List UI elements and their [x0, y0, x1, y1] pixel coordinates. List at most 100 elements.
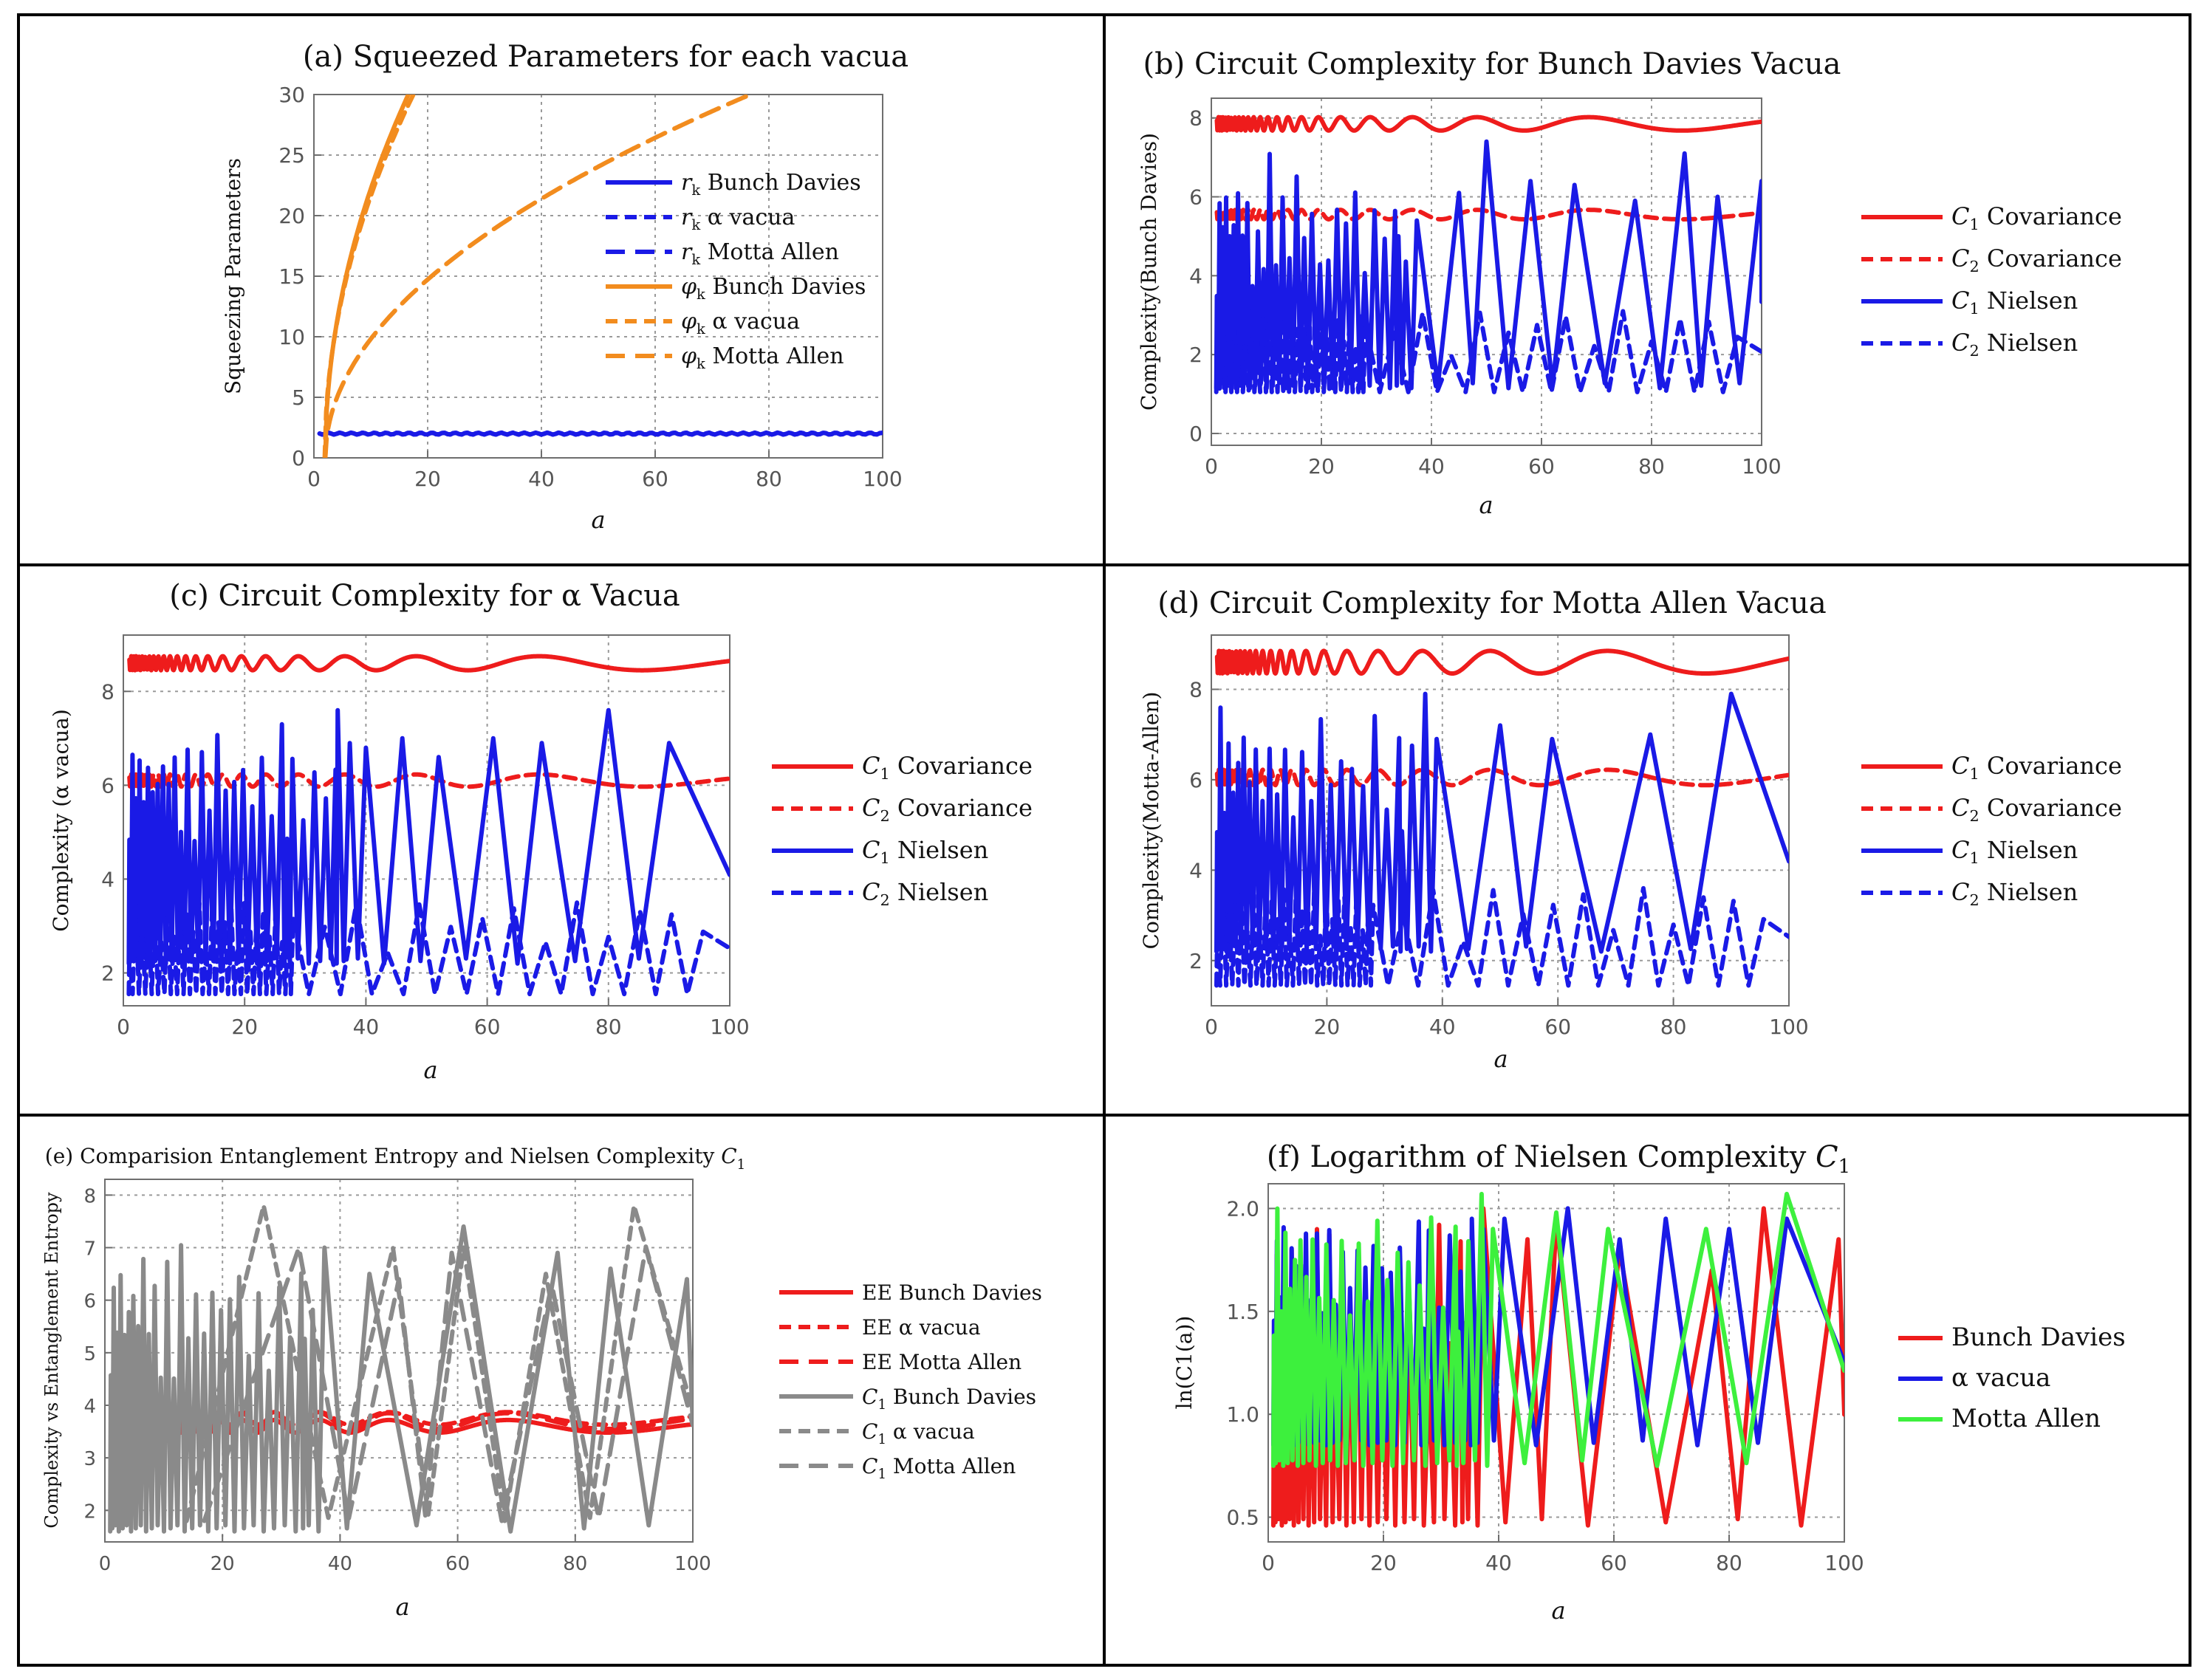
series-line-2 — [1271, 1191, 1844, 1468]
y-tick-label: 4 — [1189, 858, 1202, 882]
y-tick-label: 0.5 — [1226, 1506, 1259, 1530]
legend-label: α vacua — [1951, 1363, 2050, 1393]
y-tick-label: 2 — [83, 1501, 96, 1523]
y-tick-label: 8 — [1189, 677, 1202, 702]
series-line-3 — [323, 95, 411, 458]
x-axis-label: a — [423, 1056, 437, 1084]
x-tick-label: 20 — [414, 467, 441, 491]
y-tick-label: 20 — [278, 204, 305, 228]
legend-label: rk Motta Allen — [681, 239, 839, 268]
x-tick-label: 0 — [117, 1015, 130, 1039]
x-tick-label: 20 — [231, 1015, 258, 1039]
x-tick-label: 0 — [1205, 1015, 1218, 1039]
chart-title: (c) Circuit Complexity for α Vacua — [169, 579, 680, 613]
x-tick-label: 60 — [1601, 1551, 1627, 1575]
legend-label: C1 Covariance — [862, 752, 1033, 783]
x-tick-label: 100 — [1769, 1015, 1808, 1039]
x-axis-label: a — [591, 506, 605, 534]
x-axis-label: a — [1493, 1045, 1508, 1073]
y-tick-label: 8 — [83, 1185, 96, 1207]
plot-frame — [104, 1179, 694, 1543]
legend-label: C2 Nielsen — [1951, 878, 2078, 909]
series-line-5 — [323, 95, 754, 458]
x-tick-label: 40 — [1418, 454, 1445, 479]
x-tick-label: 100 — [863, 467, 902, 491]
legend-label: C1 Bunch Davies — [862, 1385, 1036, 1413]
x-tick-label: 60 — [474, 1015, 501, 1039]
y-tick-label: 5 — [83, 1343, 96, 1365]
x-tick-label: 40 — [528, 467, 555, 491]
panel-border-0 — [17, 13, 1106, 566]
chart-title: (b) Circuit Complexity for Bunch Davies … — [1143, 47, 1841, 81]
x-tick-label: 100 — [710, 1015, 749, 1039]
y-tick-label: 30 — [278, 83, 305, 107]
chart-f: 0 20 40 60 80 100 0.5 1.0 1.5 2.0 (f) Logarithm of… — [1172, 1140, 2126, 1625]
x-tick-label: 0 — [99, 1553, 112, 1575]
legend-label: C2 Covariance — [862, 794, 1033, 825]
series-line-5 — [202, 1245, 693, 1523]
series-line-2 — [1214, 139, 1762, 391]
legend-label: C2 Nielsen — [862, 878, 988, 909]
y-tick-label: 0 — [292, 446, 305, 470]
x-tick-label: 80 — [563, 1553, 587, 1575]
chart-title: (f) Logarithm of Nielsen Complexity C1 — [1267, 1140, 1850, 1178]
x-tick-label: 100 — [1824, 1551, 1864, 1575]
y-tick-label: 5 — [292, 385, 305, 410]
y-tick-label: 7 — [83, 1238, 96, 1261]
series-line-2 — [126, 707, 730, 966]
legend-label: EE Motta Allen — [862, 1350, 1022, 1374]
y-axis-label: Complexity(Motta-Allen) — [1139, 692, 1163, 950]
chart-title: (d) Circuit Complexity for Motta Allen V… — [1157, 586, 1826, 620]
x-tick-label: 40 — [1429, 1015, 1456, 1039]
chart-c: 0 20 40 60 80 100 2 4 6 8 (c) Circuit Complexity f… — [49, 579, 1033, 1084]
legend-label: C1 Covariance — [1951, 752, 2122, 783]
plot-frame — [123, 634, 730, 1007]
series-line-0 — [1214, 114, 1762, 133]
legend-label: Bunch Davies — [1951, 1323, 2126, 1352]
plot-frame — [1211, 634, 1790, 1007]
legend: rk Bunch Davies rk α vacua rk Motta Allen φ… — [606, 170, 866, 372]
y-tick-label: 2 — [101, 961, 114, 986]
legend-label: φk α vacua — [681, 309, 800, 337]
y-tick-label: 2 — [1189, 949, 1202, 973]
legend-label: C1 Nielsen — [1951, 287, 2078, 318]
y-tick-label: 6 — [1189, 768, 1202, 792]
x-tick-label: 0 — [1205, 454, 1218, 479]
panel-border-5 — [1103, 1114, 2191, 1667]
legend-label: Motta Allen — [1951, 1404, 2101, 1433]
x-tick-label: 40 — [1485, 1551, 1512, 1575]
legend-label: C1 Motta Allen — [862, 1454, 1016, 1482]
series-line-3 — [1214, 885, 1789, 988]
legend-label: C1 Nielsen — [1951, 836, 2078, 867]
x-tick-label: 80 — [1660, 1015, 1687, 1039]
legend-label: rk Bunch Davies — [681, 170, 861, 199]
x-tick-label: 60 — [1544, 1015, 1571, 1039]
y-axis-label: Complexity vs Entanglement Entropy — [41, 1192, 62, 1529]
y-axis-label: ln(C1(a)) — [1172, 1316, 1197, 1410]
x-tick-label: 100 — [1742, 454, 1781, 479]
legend: EE Bunch Davies EE α vacua EE Motta Allen C… — [779, 1280, 1042, 1482]
x-axis-label: a — [1479, 491, 1493, 519]
y-axis-label: Complexity(Bunch Davies) — [1137, 133, 1161, 411]
series-line-3 — [108, 1224, 693, 1534]
legend-label: C2 Covariance — [1951, 244, 2122, 275]
legend: C1 Covariance C2 Covariance C1 Nielsen C2 N… — [772, 752, 1033, 909]
series-line-0 — [1214, 648, 1789, 676]
chart-a: 0 20 40 60 80 100 0 5 10 15 20 25 30 (a) Squeezed Par… — [221, 40, 909, 534]
y-tick-label: 1.0 — [1226, 1402, 1259, 1427]
y-tick-label: 2 — [1189, 343, 1202, 367]
legend-label: C2 Nielsen — [1951, 329, 2078, 360]
x-tick-label: 60 — [642, 467, 668, 491]
legend-label: φk Motta Allen — [681, 343, 844, 372]
legend-label: EE Bunch Davies — [862, 1280, 1042, 1305]
y-tick-label: 4 — [1189, 264, 1202, 288]
series-line-2 — [317, 430, 883, 437]
y-tick-label: 8 — [1189, 106, 1202, 131]
legend-label: rk α vacua — [681, 205, 795, 233]
y-tick-label: 15 — [278, 264, 305, 289]
legend-label: EE α vacua — [862, 1315, 981, 1340]
y-axis-label: Complexity (α vacua) — [49, 709, 73, 932]
x-tick-label: 40 — [328, 1553, 352, 1575]
x-tick-label: 80 — [1716, 1551, 1742, 1575]
